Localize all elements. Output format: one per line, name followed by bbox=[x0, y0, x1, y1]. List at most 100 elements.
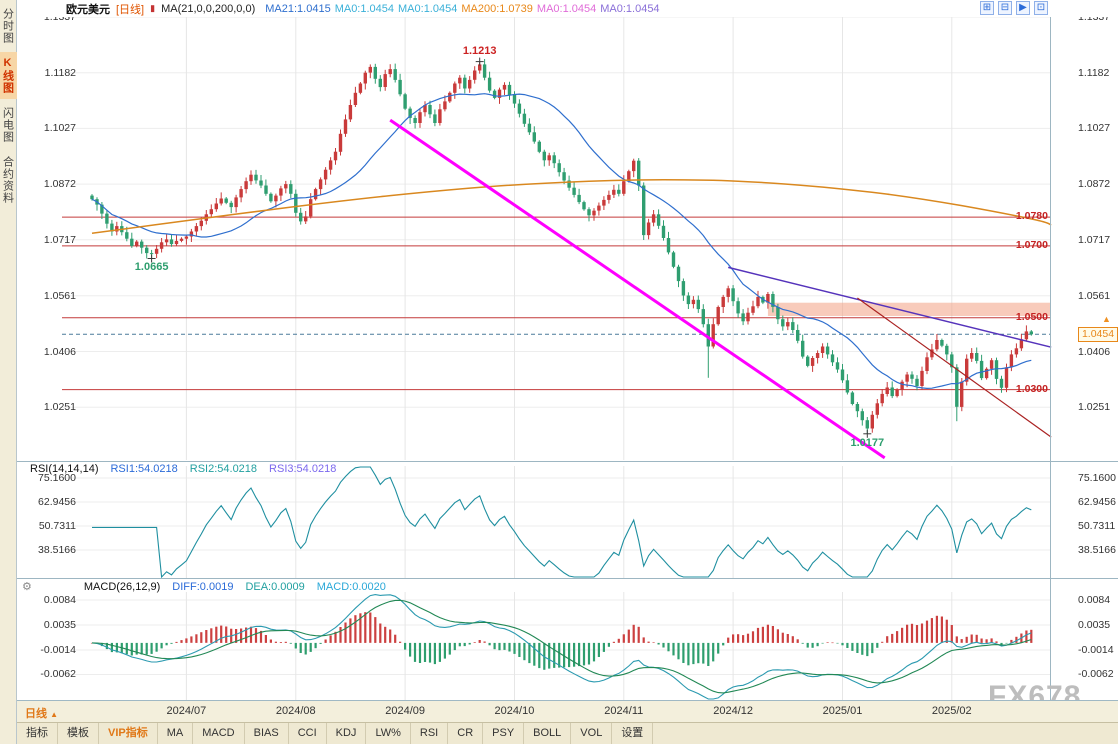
toolbar-button-RSI[interactable]: RSI bbox=[411, 723, 449, 744]
price-annotation: 1.0665 bbox=[134, 261, 169, 274]
indicator-toolbar: 指标 模板 VIP指标 MA MACD BIAS CCI KDJ LW% RSI CR PSY BOLL… bbox=[17, 722, 1118, 744]
rsi-value: RSI2:54.0218 bbox=[189, 463, 258, 475]
symbol-name[interactable]: 欧元美元 bbox=[66, 3, 110, 16]
toolbar-button-BIAS[interactable]: BIAS bbox=[245, 723, 289, 744]
toolbar-button-VOL[interactable]: VOL bbox=[571, 723, 613, 744]
rsi-axis-label-left: 38.5166 bbox=[38, 544, 76, 556]
left-sidebar: 分时图 K线图闪电图合约资料 bbox=[0, 0, 17, 744]
toolbar-button-模板[interactable]: 模板 bbox=[58, 723, 99, 744]
gear-icon[interactable]: ⚙ bbox=[22, 581, 32, 593]
current-price-badge: 1.0454 bbox=[1078, 327, 1118, 342]
toolbar-button-BOLL[interactable]: BOLL bbox=[524, 723, 572, 744]
ma-value: MA21:1.0415 bbox=[265, 2, 331, 15]
period-arrow-icon: ▲ bbox=[50, 710, 58, 719]
macd-value: DIFF:0.0019 bbox=[172, 580, 234, 593]
time-axis-label: 2024/08 bbox=[275, 705, 316, 717]
toolbar-button-MA[interactable]: MA bbox=[158, 723, 194, 744]
time-axis-row: 日线 ▲ 2024/07 2024/08 2024/09 2024/10 2024/11… bbox=[17, 700, 1118, 722]
indicator-settings-label[interactable]: MA(21,0,0,200,0,0) bbox=[161, 2, 256, 15]
price-annotation: 1.1213 bbox=[462, 44, 497, 57]
price-axis-label-left: 1.1027 bbox=[43, 122, 76, 135]
rsi-value: RSI1:54.0218 bbox=[110, 463, 178, 475]
macd-axis-label-left: 0.0084 bbox=[43, 594, 76, 606]
price-axis-label-left: 1.1182 bbox=[44, 66, 76, 79]
toolbar-button-KDJ[interactable]: KDJ bbox=[327, 723, 367, 744]
toolbar-button-PSY[interactable]: PSY bbox=[483, 723, 525, 744]
toolbar-button-设置[interactable]: 设置 bbox=[612, 723, 654, 744]
price-up-arrow-icon: ▲ bbox=[1102, 314, 1111, 324]
macd-axis-label-left: -0.0062 bbox=[40, 668, 76, 681]
macd-value: DEA:0.0009 bbox=[245, 580, 305, 593]
price-axis-label-right: 1.1182 bbox=[1078, 66, 1110, 79]
price-axis-label-right: 1.0717 bbox=[1078, 233, 1111, 246]
macd-axis-label-right: -0.0062 bbox=[1078, 668, 1114, 681]
macd-axis-label-right: 0.0084 bbox=[1078, 594, 1111, 606]
ma-value: MA200:1.0739 bbox=[461, 2, 533, 15]
macd-axis-label-left: -0.0014 bbox=[40, 643, 76, 656]
toolbar-button-CR[interactable]: CR bbox=[448, 723, 484, 744]
time-axis-label: 2025/01 bbox=[822, 705, 863, 717]
ma-value: MA0:1.0454 bbox=[334, 2, 395, 15]
period-selector[interactable]: 日线 ▲ bbox=[25, 708, 58, 720]
toolbar-button-MACD[interactable]: MACD bbox=[193, 723, 245, 744]
toolbar-button-VIP指标[interactable]: VIP指标 bbox=[99, 723, 158, 744]
time-axis-label: 2024/09 bbox=[385, 705, 425, 717]
price-axis-label-left: 1.0251 bbox=[43, 401, 76, 414]
macd-axis-label-right: 0.0035 bbox=[1078, 618, 1111, 631]
play-icon[interactable]: ▶ bbox=[1016, 1, 1030, 15]
level-label: 1.0700 bbox=[1015, 238, 1048, 251]
toolbar-button-LW%[interactable]: LW% bbox=[366, 723, 411, 744]
macd-axis-label-right: -0.0014 bbox=[1078, 643, 1114, 656]
price-axis-label-left: 1.0872 bbox=[43, 178, 76, 191]
toolbar-button-指标[interactable]: 指标 bbox=[17, 723, 58, 744]
level-label: 1.0500 bbox=[1015, 310, 1048, 323]
sidebar-tab-4[interactable]: 合约资料 bbox=[1, 156, 14, 204]
price-axis-label-right: 1.0251 bbox=[1078, 401, 1111, 414]
price-annotation: 1.0177 bbox=[850, 436, 885, 449]
macd-title[interactable]: MACD(26,12,9) bbox=[83, 580, 161, 593]
time-axis-label: 2025/02 bbox=[931, 705, 972, 717]
rsi-panel-header: RSI(14,14,14) RSI1:54.0218 RSI2:54.0218 RS… bbox=[30, 463, 336, 475]
chart-header: 欧元美元 [日线] ▮ MA(21,0,0,200,0,0) MA21:1.04… bbox=[17, 0, 1118, 17]
rsi-value: RSI3:54.0218 bbox=[269, 463, 337, 475]
level-label: 1.0300 bbox=[1015, 382, 1048, 395]
rsi-axis-label-right: 38.5166 bbox=[1078, 544, 1116, 556]
grid-layout-icon[interactable]: ⊞ bbox=[980, 1, 994, 15]
price-axis-label-right: 1.0872 bbox=[1078, 178, 1111, 191]
rsi-value-list: RSI1:54.0218 RSI2:54.0218 RSI3:54.0218 bbox=[110, 463, 336, 475]
price-axis-label-left: 1.0561 bbox=[43, 289, 76, 302]
ma-value: MA0:1.0454 bbox=[600, 2, 660, 15]
rsi-axis-label-right: 62.9456 bbox=[1078, 496, 1116, 508]
price-axis-label-left: 1.0717 bbox=[43, 233, 76, 246]
kline-icon: ▮ bbox=[150, 3, 156, 13]
time-axis-label: 2024/07 bbox=[166, 705, 207, 717]
timeframe-label[interactable]: [日线] bbox=[116, 3, 145, 16]
single-window-icon[interactable]: ⊡ bbox=[1034, 1, 1048, 15]
price-axis-label-right: 1.0406 bbox=[1078, 345, 1111, 358]
price-axis-label-left: 1.0406 bbox=[43, 345, 76, 358]
time-axis-label: 2024/11 bbox=[604, 705, 644, 717]
macd-value-list: DIFF:0.0019 DEA:0.0009 MACD:0.0020 bbox=[172, 581, 386, 593]
header-icon-group: ⊞ ⊟ ▶ ⊡ bbox=[980, 1, 1048, 15]
sidebar-tab-3[interactable]: 闪电图 bbox=[1, 107, 14, 143]
multi-window-icon[interactable]: ⊟ bbox=[998, 1, 1012, 15]
rsi-axis-label-left: 50.7311 bbox=[38, 520, 76, 532]
rsi-axis-label-left: 62.9456 bbox=[38, 496, 76, 508]
price-axis-label-right: 1.0561 bbox=[1078, 289, 1111, 302]
time-axis-label: 2024/12 bbox=[713, 705, 753, 717]
sidebar-tab-2[interactable]: K线图 bbox=[0, 52, 17, 99]
price-axis-label-right: 1.1027 bbox=[1078, 122, 1111, 135]
macd-value: MACD:0.0020 bbox=[316, 580, 386, 593]
toolbar-button-CCI[interactable]: CCI bbox=[289, 723, 327, 744]
macd-axis-label-left: 0.0035 bbox=[43, 618, 76, 631]
sidebar-tab-1[interactable]: 分时图 bbox=[1, 8, 14, 44]
ma-value: MA0:1.0454 bbox=[536, 2, 597, 15]
ma-value-list: MA21:1.0415 MA0:1.0454 MA0:1.0454 MA200:1.0… bbox=[261, 3, 659, 15]
time-axis-label: 2024/10 bbox=[494, 705, 535, 717]
rsi-axis-label-right: 50.7311 bbox=[1078, 520, 1116, 532]
rsi-axis-label-left: 75.1600 bbox=[38, 472, 76, 484]
rsi-title[interactable]: RSI(14,14,14) bbox=[30, 463, 99, 475]
level-label: 1.0780 bbox=[1015, 210, 1048, 223]
